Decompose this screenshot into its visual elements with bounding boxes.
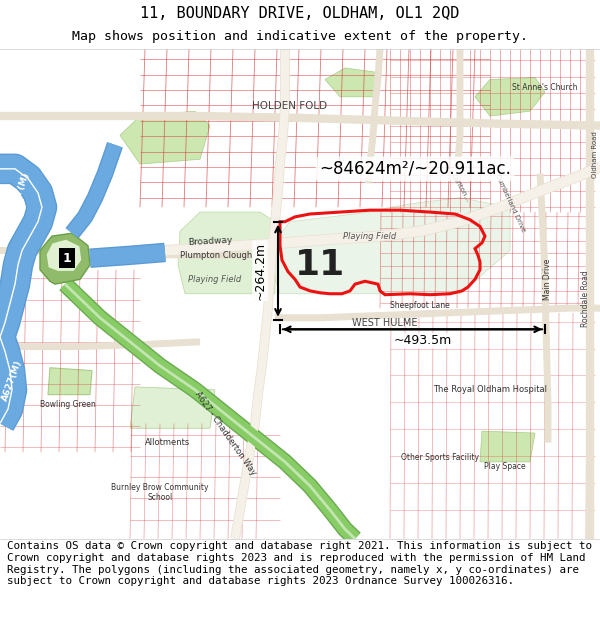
Text: Allotments: Allotments — [145, 438, 191, 447]
Text: A627(M): A627(M) — [8, 171, 32, 214]
Text: Rochdale Road: Rochdale Road — [581, 270, 589, 327]
Text: ~493.5m: ~493.5m — [394, 334, 452, 348]
Text: Playing Field: Playing Field — [188, 275, 242, 284]
Polygon shape — [480, 431, 535, 462]
Polygon shape — [475, 78, 545, 116]
Text: 1: 1 — [62, 252, 71, 265]
Text: Burnley Brow Community
School: Burnley Brow Community School — [111, 483, 209, 502]
Text: Contains OS data © Crown copyright and database right 2021. This information is : Contains OS data © Crown copyright and d… — [7, 541, 592, 586]
Polygon shape — [272, 198, 510, 294]
Text: Oldham Road: Oldham Road — [592, 131, 598, 178]
Text: Broadway: Broadway — [187, 235, 233, 247]
Text: Sheepfoot Lane: Sheepfoot Lane — [390, 301, 450, 310]
Polygon shape — [48, 368, 92, 394]
Text: 11: 11 — [295, 248, 345, 282]
Text: Carlton...: Carlton... — [449, 173, 470, 204]
Text: Play Space: Play Space — [484, 462, 526, 471]
Text: ~84624m²/~20.911ac.: ~84624m²/~20.911ac. — [319, 160, 511, 178]
Text: Main Drive: Main Drive — [544, 259, 553, 300]
Text: ~264.2m: ~264.2m — [254, 242, 266, 300]
Text: Cumberland Drive: Cumberland Drive — [494, 173, 526, 232]
Text: St Anne's Church: St Anne's Church — [512, 82, 578, 92]
Polygon shape — [120, 111, 210, 164]
Polygon shape — [325, 68, 380, 97]
Text: Bowling Green: Bowling Green — [40, 400, 96, 409]
Text: HOLDEN FOLD: HOLDEN FOLD — [253, 101, 328, 111]
Polygon shape — [178, 212, 275, 294]
Text: A627 - Chadderton Way: A627 - Chadderton Way — [193, 389, 257, 477]
Text: WEST HULME: WEST HULME — [352, 318, 418, 328]
Polygon shape — [130, 387, 215, 428]
Text: Other Sports Facility: Other Sports Facility — [401, 452, 479, 462]
Text: Plumpton Clough: Plumpton Clough — [180, 251, 252, 260]
Text: A627(M): A627(M) — [1, 358, 23, 402]
Polygon shape — [40, 233, 90, 284]
Text: Playing Field: Playing Field — [343, 232, 397, 241]
Text: 11, BOUNDARY DRIVE, OLDHAM, OL1 2QD: 11, BOUNDARY DRIVE, OLDHAM, OL1 2QD — [140, 6, 460, 21]
Text: Map shows position and indicative extent of the property.: Map shows position and indicative extent… — [72, 30, 528, 43]
Text: The Royal Oldham Hospital: The Royal Oldham Hospital — [433, 386, 547, 394]
Polygon shape — [46, 239, 82, 272]
